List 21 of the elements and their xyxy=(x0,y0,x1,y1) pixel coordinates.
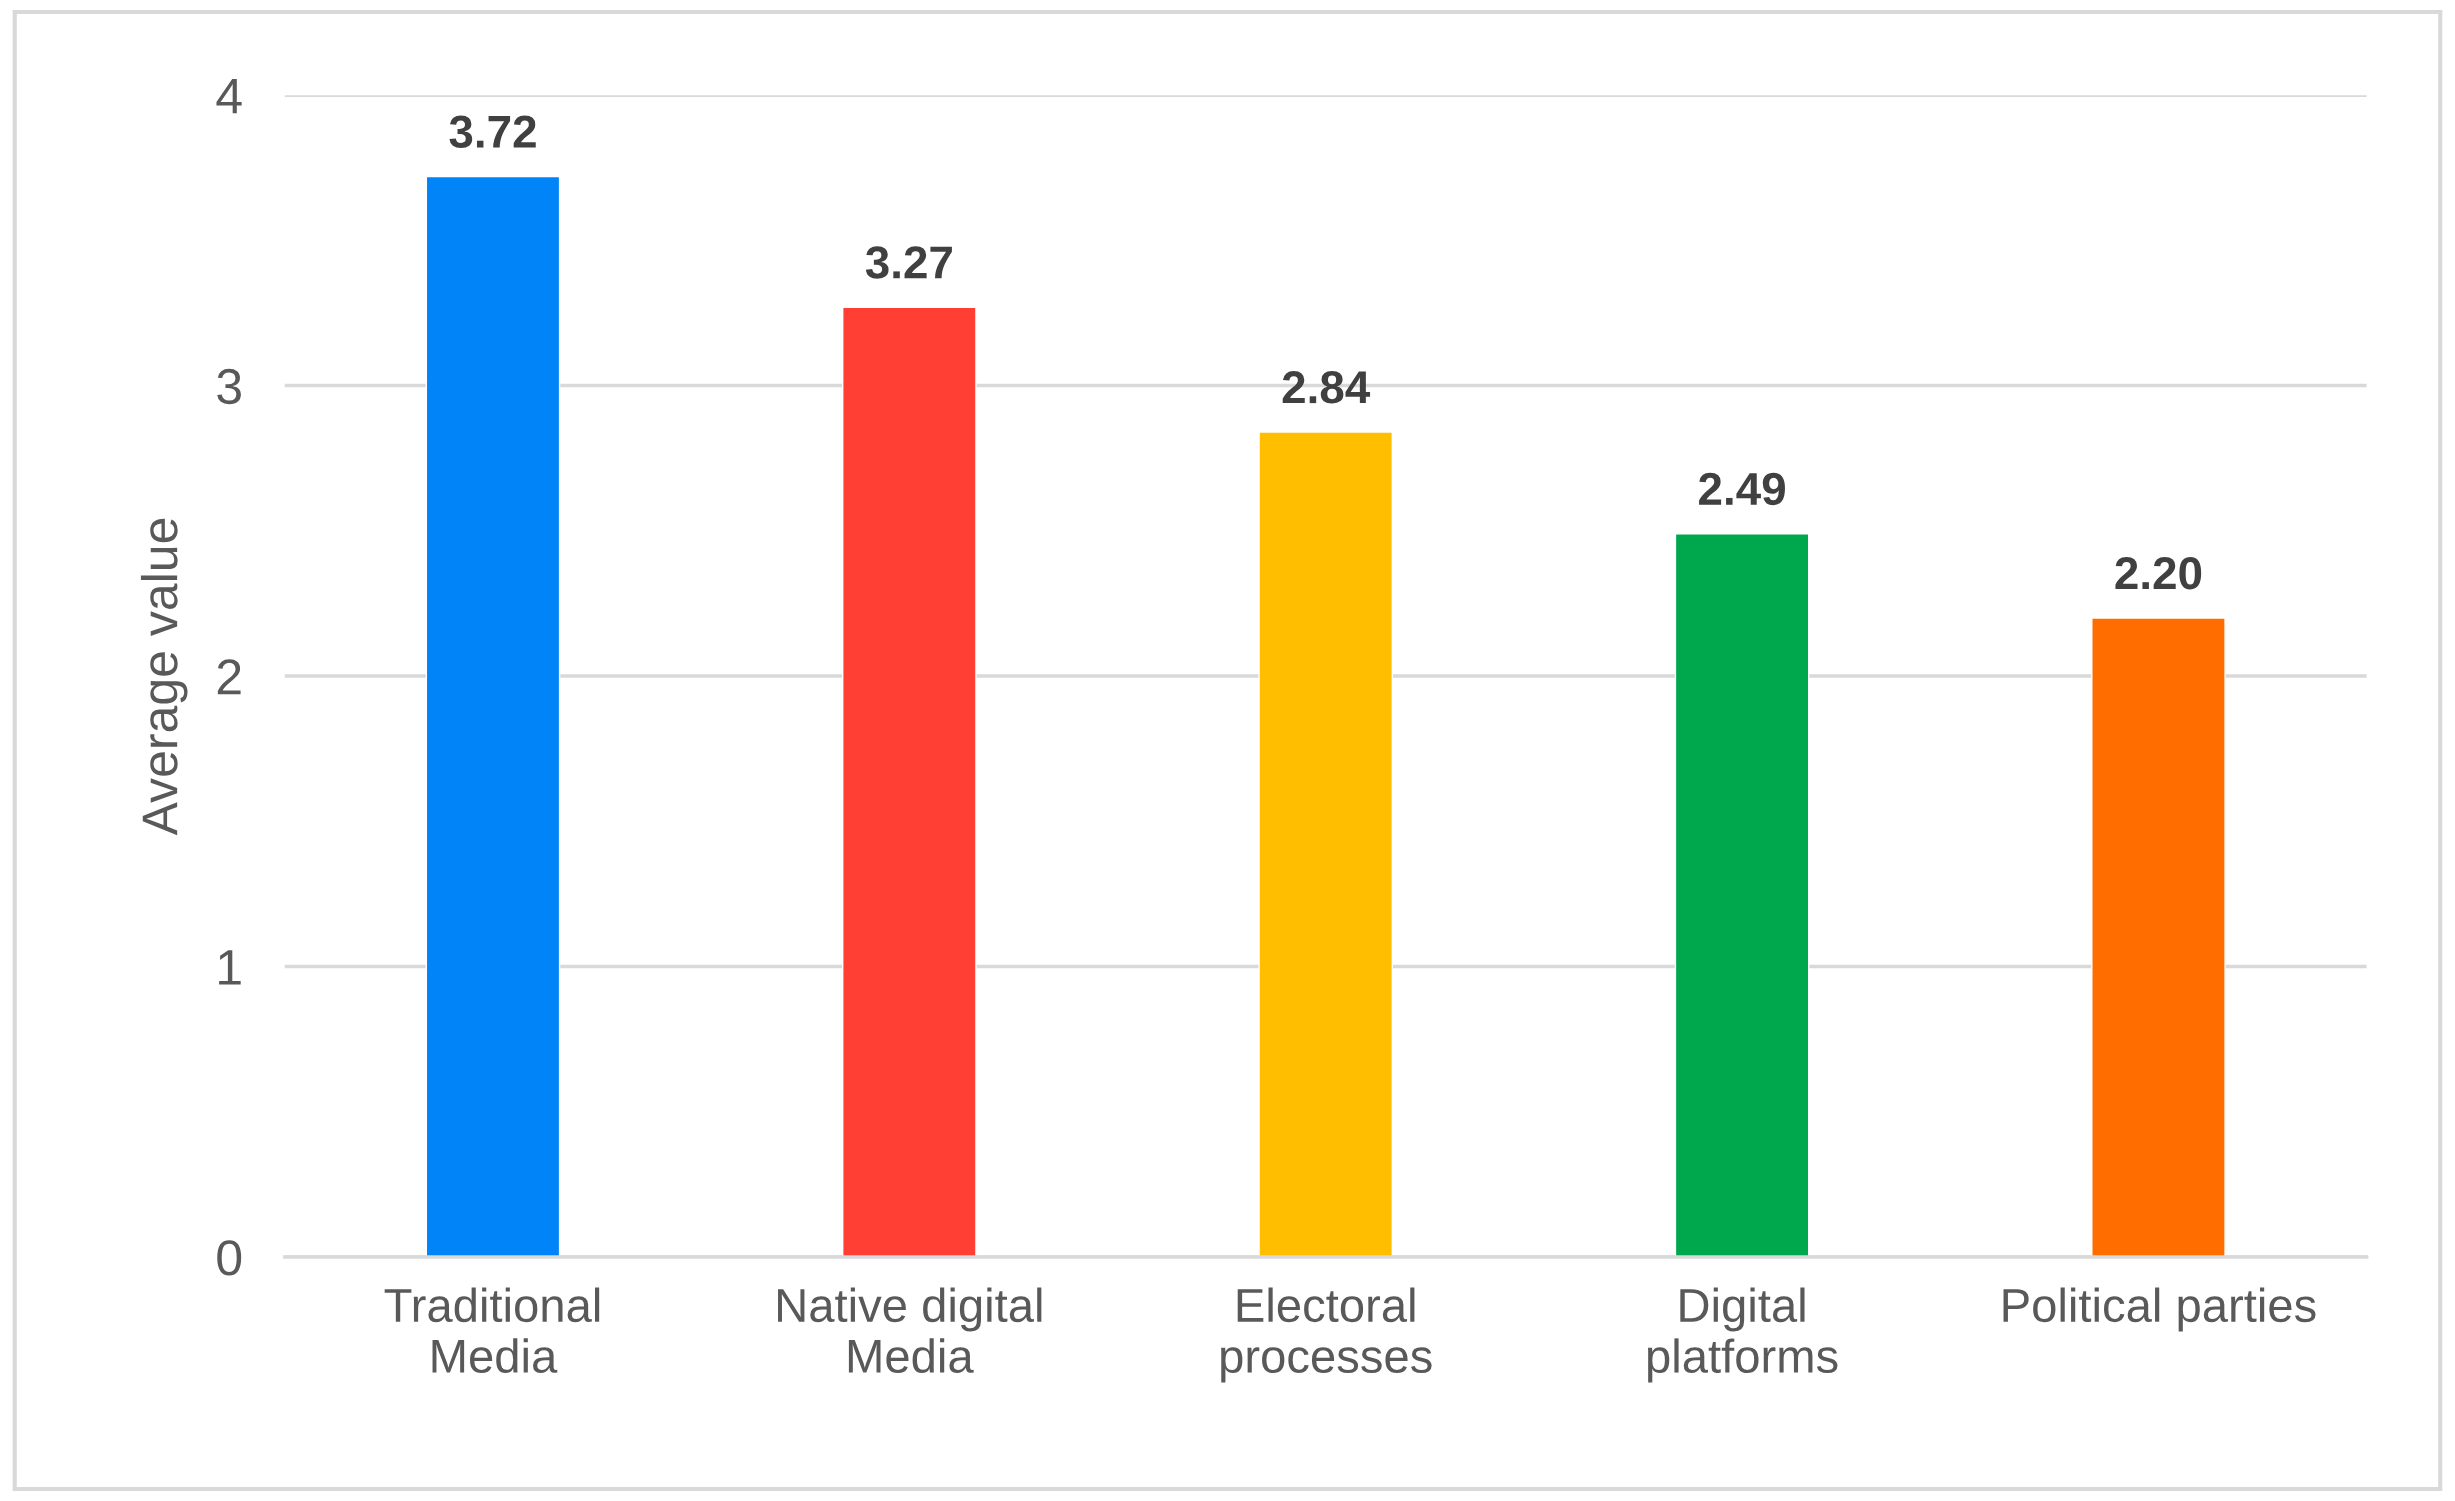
x-tick-label: Electoral processes xyxy=(1221,1287,1432,1383)
data-label: 2.49 xyxy=(1699,472,1785,506)
y-tick-label: 3 xyxy=(217,368,241,405)
y-tick-label: 4 xyxy=(216,78,242,114)
x-tick-label: Native digital Media xyxy=(778,1287,1042,1374)
y-tick-label: 0 xyxy=(217,1240,242,1276)
data-label: 3.27 xyxy=(865,246,952,279)
x-tick-label: Traditional Media xyxy=(384,1287,600,1374)
bar xyxy=(1258,431,1394,1257)
x-tick-label: Political parties xyxy=(2003,1287,2316,1332)
data-label: 2.20 xyxy=(2115,557,2202,590)
data-label: 2.84 xyxy=(1282,371,1371,404)
y-axis-title: Average value xyxy=(140,518,188,836)
y-tick-label: 1 xyxy=(219,950,241,985)
x-tick-label: Digital platforms xyxy=(1648,1287,1838,1383)
y-tick-label: 2 xyxy=(217,659,241,695)
bar xyxy=(1674,533,1810,1257)
data-label: 3.72 xyxy=(449,115,536,149)
bar xyxy=(425,175,561,1257)
bar xyxy=(2091,617,2226,1257)
bar xyxy=(842,306,977,1257)
